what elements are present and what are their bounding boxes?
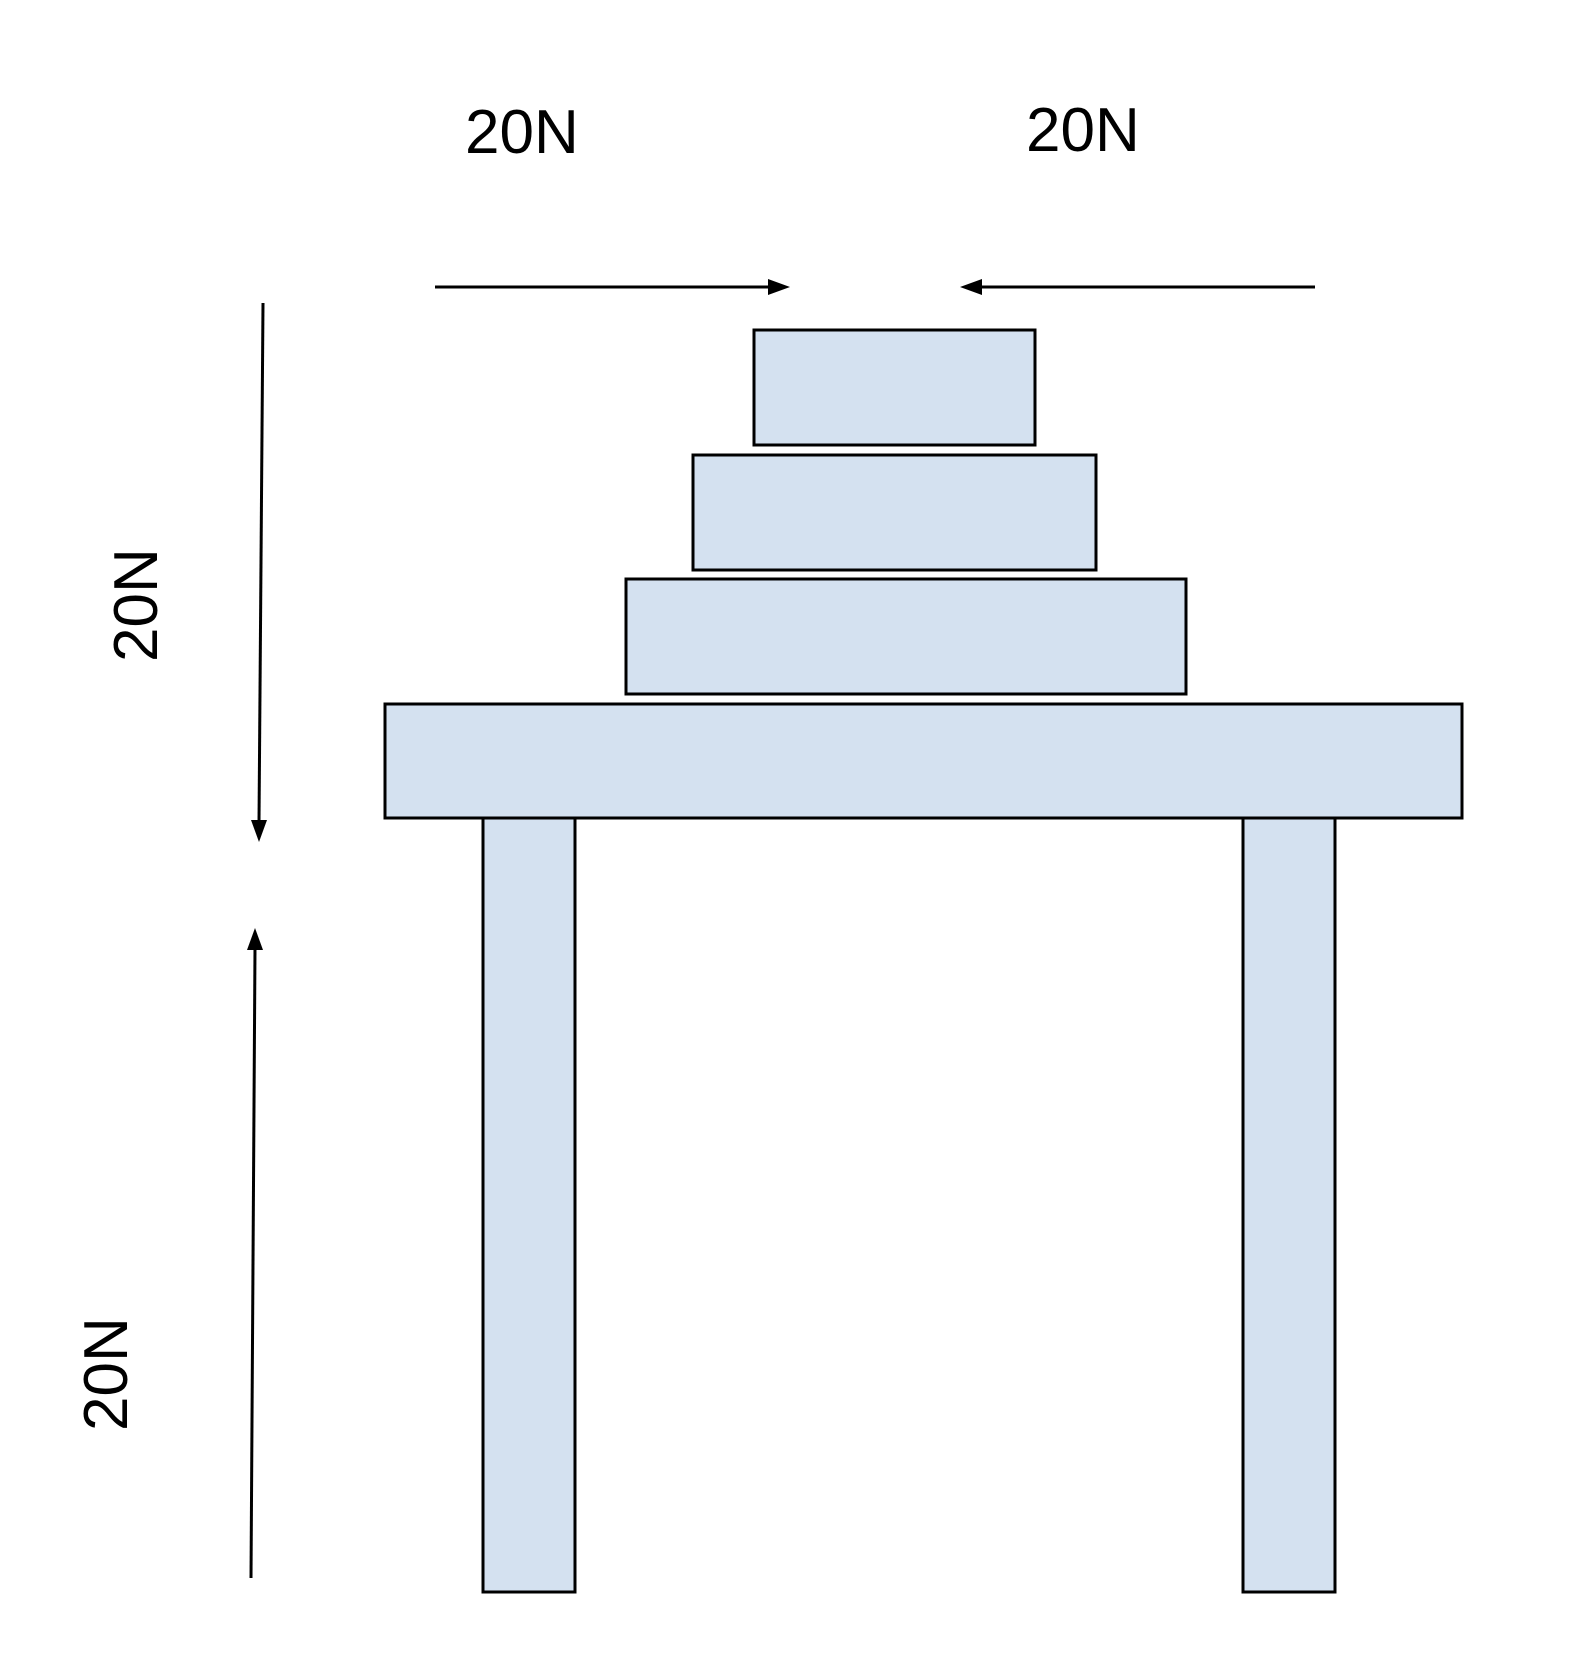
force-label-top-left: 20N	[465, 98, 579, 167]
force-label-left-upper: 20N	[102, 548, 171, 662]
force-label-top-right: 20N	[1026, 96, 1140, 165]
force-arrow-top-left	[435, 279, 790, 295]
block-bottom	[624, 577, 1188, 696]
force-label-left-lower: 20N	[72, 1317, 141, 1431]
force-arrow-left-upper	[251, 302, 267, 842]
table-leg-left	[481, 816, 577, 1594]
table-leg-right	[1241, 816, 1337, 1594]
force-arrow-top-right	[960, 279, 1315, 295]
block-middle	[691, 453, 1098, 572]
block-top	[752, 328, 1037, 447]
force-arrow-left-lower	[247, 928, 263, 1579]
table-top	[383, 702, 1464, 820]
